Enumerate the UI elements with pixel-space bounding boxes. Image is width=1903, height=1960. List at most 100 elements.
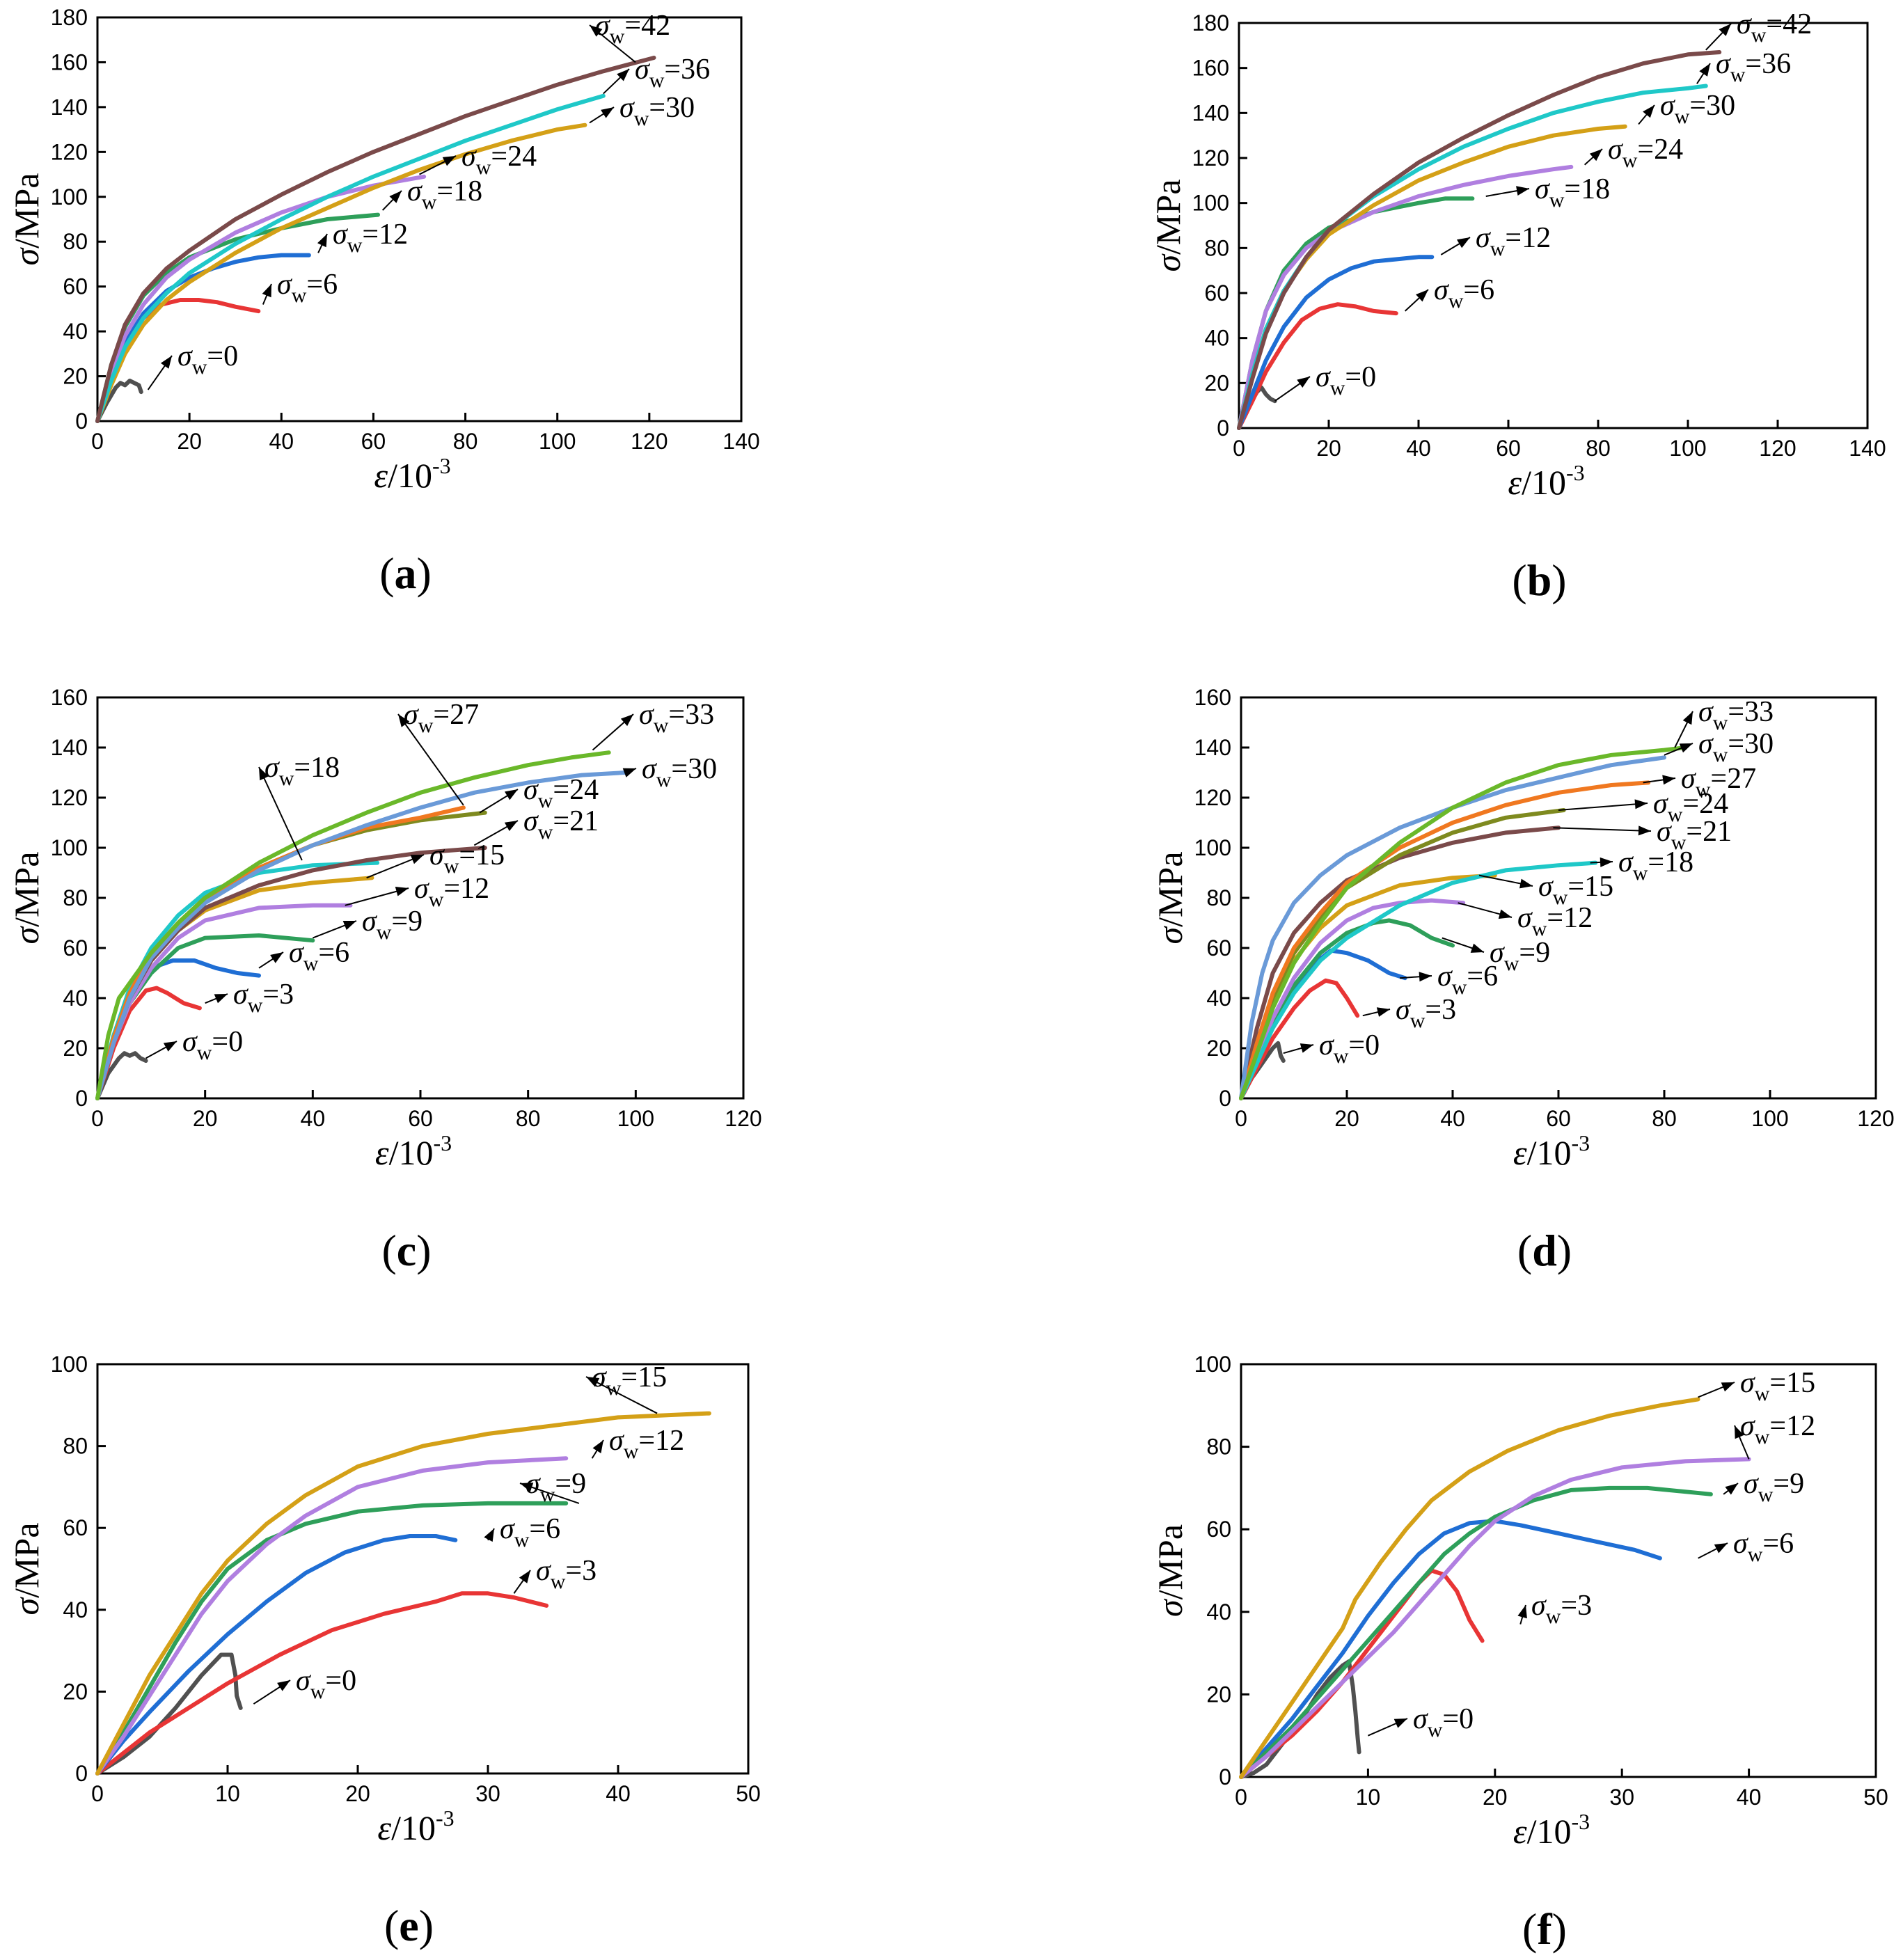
arrowhead [622, 768, 636, 777]
curve-label-sigma-w-15: σw=15 [592, 1361, 667, 1400]
y-tick-label: 0 [75, 1761, 88, 1786]
curve-label-sigma-w-12: σw=12 [414, 873, 489, 911]
curve-label-sigma-w-30: σw=30 [619, 92, 695, 130]
curve-label-sigma-w-24: σw=24 [1653, 788, 1728, 826]
plot-frame [96, 16, 743, 422]
x-tick-label: 140 [1849, 436, 1886, 461]
chart-panel-e: 0 10 20 30 40 50 0 20 40 60 80 100 ε/10-3 σ/MPa (e) σw=… [7, 1352, 761, 1950]
y-tick-label: 80 [1204, 235, 1229, 260]
x-tick-label: 20 [1483, 1785, 1508, 1810]
curve-label-sigma-w-15: σw=15 [1740, 1367, 1815, 1405]
y-tick-label: 40 [1206, 986, 1231, 1011]
y-tick-label: 160 [1194, 685, 1231, 710]
label-leader-line [1558, 803, 1648, 811]
x-tick-label: 20 [1334, 1106, 1359, 1131]
curve-label-sigma-w-6: σw=6 [500, 1513, 560, 1551]
x-tick-label: 60 [1546, 1106, 1571, 1131]
chart-panel-a: 0 20 40 60 80 100 120 140 0 20 40 60 80 100 120 140 160 1… [7, 5, 760, 598]
y-tick-label: 40 [63, 319, 88, 344]
arrowhead [317, 234, 327, 248]
curve-label-sigma-w-12: σw=12 [1517, 902, 1593, 940]
y-tick-label: 160 [51, 685, 88, 710]
arrowhead [592, 1440, 603, 1453]
panel-tag-b: (b) [1512, 555, 1566, 605]
x-axis-label: ε/10-3 [377, 1805, 454, 1847]
label-leader-line [397, 713, 464, 806]
arrowhead [1679, 743, 1693, 753]
curve-label-sigma-w-12: σw=12 [1476, 222, 1551, 260]
panel-tag-d: (d) [1517, 1226, 1572, 1275]
curve-label-sigma-w-36: σw=36 [635, 54, 710, 92]
curve-label-sigma-w-9: σw=9 [526, 1468, 586, 1506]
curve-label-sigma-w-0: σw=0 [177, 340, 238, 379]
series-line-sigma-w-0 [95, 1051, 148, 1100]
y-tick-label: 180 [51, 5, 88, 30]
series-line-sigma-w-30 [95, 122, 587, 423]
series-line-sigma-w-9 [95, 1501, 569, 1776]
curve-label-sigma-w-6: σw=6 [289, 937, 349, 975]
y-tick-label: 80 [63, 885, 88, 910]
y-tick-label: 160 [1192, 56, 1229, 81]
x-tick-label: 80 [1586, 436, 1611, 461]
x-tick-label: 20 [1316, 436, 1341, 461]
x-tick-label: 100 [617, 1106, 654, 1131]
x-tick-label: 10 [215, 1781, 240, 1806]
arrowhead [342, 921, 356, 931]
arrowhead [484, 1528, 494, 1542]
x-tick-label: 50 [736, 1781, 761, 1806]
curve-label-sigma-w-33: σw=33 [639, 699, 714, 737]
curve-label-sigma-w-3: σw=3 [233, 979, 294, 1017]
y-tick-label: 100 [51, 1352, 88, 1377]
arrowhead [504, 821, 518, 831]
arrowhead [1589, 149, 1602, 161]
curve-label-sigma-w-6: σw=6 [1733, 1528, 1794, 1566]
series-line-sigma-w-18 [1239, 860, 1598, 1100]
curve-label-sigma-w-18: σw=18 [264, 752, 340, 790]
x-tick-label: 40 [1737, 1785, 1762, 1810]
series-line-sigma-w-12 [1237, 255, 1435, 430]
curve-label-sigma-w-12: σw=12 [333, 219, 408, 257]
series-line-sigma-w-3 [1239, 1568, 1485, 1779]
x-tick-label: 80 [453, 429, 478, 454]
arrowhead [1634, 799, 1648, 809]
arrowhead [586, 1377, 600, 1387]
x-axis-label: ε/10-3 [1508, 460, 1584, 502]
series-line-sigma-w-30 [95, 770, 627, 1100]
arrowhead [1498, 909, 1512, 919]
series-line-sigma-w-21 [1239, 825, 1561, 1100]
arrowhead [620, 714, 633, 727]
x-tick-label: 40 [1406, 436, 1431, 461]
curve-label-sigma-w-6: σw=6 [1434, 274, 1494, 313]
x-tick-label: 0 [91, 1781, 104, 1806]
x-tick-label: 120 [1759, 436, 1796, 461]
x-tick-label: 40 [1440, 1106, 1465, 1131]
y-tick-label: 60 [1204, 280, 1229, 306]
y-tick-label: 140 [51, 735, 88, 760]
arrowhead [1376, 1007, 1390, 1017]
series-line-sigma-w-9 [95, 933, 315, 1100]
chart-panel-b: 0 20 40 60 80 100 120 140 0 20 40 60 80 100 120 140 160 1… [1148, 8, 1886, 605]
series-line-sigma-w-33 [1239, 745, 1688, 1100]
curve-label-sigma-w-3: σw=3 [1396, 994, 1456, 1032]
curve-label-sigma-w-18: σw=18 [1618, 846, 1693, 885]
series-line-sigma-w-42 [1237, 50, 1722, 430]
curve-label-sigma-w-30: σw=30 [1698, 728, 1774, 766]
curve-label-sigma-w-27: σw=27 [1681, 763, 1756, 801]
y-tick-label: 80 [1206, 1435, 1231, 1460]
curve-label-sigma-w-6: σw=6 [1437, 961, 1498, 999]
curve-label-sigma-w-18: σw=18 [1535, 173, 1610, 212]
x-tick-label: 100 [1751, 1106, 1788, 1131]
curve-label-sigma-w-12: σw=12 [609, 1425, 684, 1463]
chart-panel-c: 0 20 40 60 80 100 120 0 20 40 60 80 100 120 140 160 ε/10… [7, 685, 762, 1275]
series-line-sigma-w-36 [95, 93, 606, 423]
arrowhead [504, 789, 518, 800]
curve-label-sigma-w-33: σw=33 [1698, 696, 1774, 734]
y-tick-label: 0 [75, 409, 88, 434]
curve-label-sigma-w-6: σw=6 [277, 269, 338, 307]
y-tick-label: 100 [51, 184, 88, 210]
y-axis-label: σ/MPa [7, 173, 46, 265]
curve-label-sigma-w-30: σw=30 [642, 753, 717, 791]
x-tick-label: 40 [269, 429, 294, 454]
x-tick-label: 30 [475, 1781, 500, 1806]
curve-label-sigma-w-21: σw=21 [523, 805, 599, 844]
